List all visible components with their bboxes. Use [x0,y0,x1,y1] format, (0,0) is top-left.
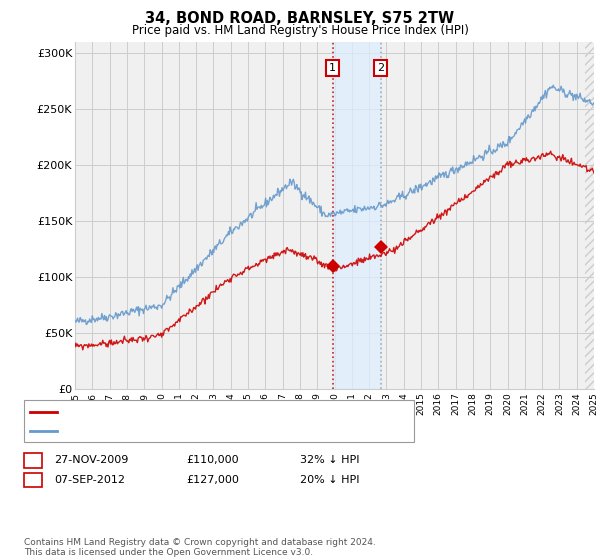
Text: 34, BOND ROAD, BARNSLEY, S75 2TW: 34, BOND ROAD, BARNSLEY, S75 2TW [145,11,455,26]
Text: 07-SEP-2012: 07-SEP-2012 [54,475,125,485]
Text: 34, BOND ROAD, BARNSLEY, S75 2TW (detached house): 34, BOND ROAD, BARNSLEY, S75 2TW (detach… [63,407,356,417]
Text: 27-NOV-2009: 27-NOV-2009 [54,455,128,465]
Text: 1: 1 [29,454,37,467]
Text: 2: 2 [377,63,384,73]
Text: 1: 1 [329,63,336,73]
Text: Price paid vs. HM Land Registry's House Price Index (HPI): Price paid vs. HM Land Registry's House … [131,24,469,36]
Text: Contains HM Land Registry data © Crown copyright and database right 2024.
This d: Contains HM Land Registry data © Crown c… [24,538,376,557]
Bar [586,42,594,389]
Text: £127,000: £127,000 [186,475,239,485]
Text: £110,000: £110,000 [186,455,239,465]
Bar [333,42,380,389]
Text: 32% ↓ HPI: 32% ↓ HPI [300,455,359,465]
Text: 20% ↓ HPI: 20% ↓ HPI [300,475,359,485]
Text: HPI: Average price, detached house, Barnsley: HPI: Average price, detached house, Barn… [63,426,301,436]
Text: 2: 2 [29,473,37,487]
